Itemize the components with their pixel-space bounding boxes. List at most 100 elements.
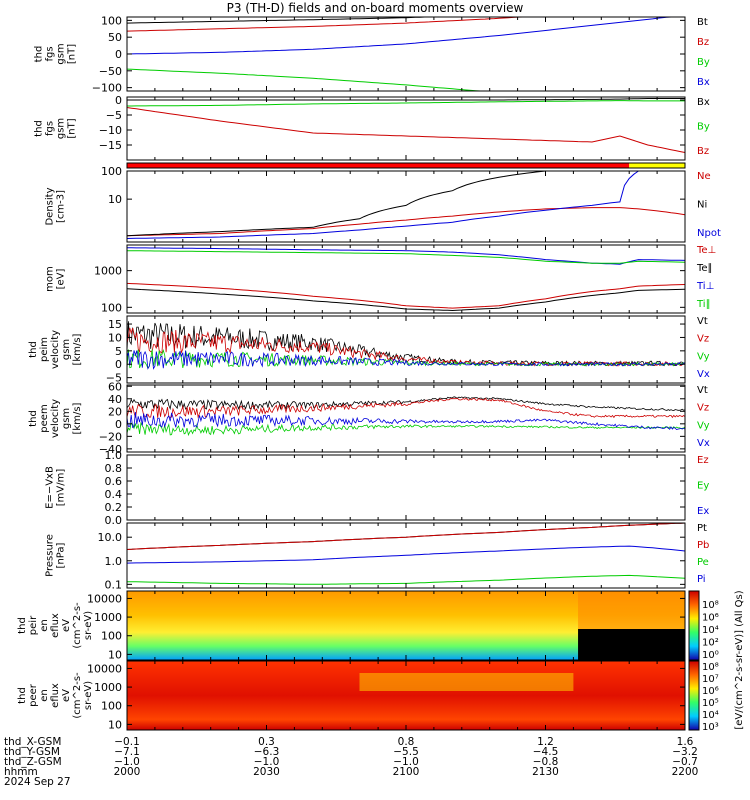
panel-4-frame	[126, 170, 686, 243]
panel-2-legend-Bx: Bx	[697, 97, 710, 108]
panel-8-ytick-label: 1.0	[105, 449, 123, 462]
panel-4-legend-Npot: Npot	[697, 228, 721, 239]
footer-value: −1.0	[254, 756, 280, 768]
panel-10-ylabel-line: en	[39, 619, 50, 632]
panel-4-legend-Ne: Ne	[697, 171, 711, 182]
footer-value: 1.2	[537, 736, 554, 748]
panel-6-series-Vt	[126, 321, 686, 367]
panel-7-ylabel-line: peem	[39, 404, 50, 432]
footer-value: −0.8	[533, 756, 559, 768]
panel-1-series-Bx	[126, 16, 685, 55]
panel-4-ylabel-line: [cm-3]	[56, 190, 67, 223]
panel-11-ylabel-line: sr-eV)	[83, 681, 94, 710]
panel-7-ytick-label: −40	[99, 443, 122, 456]
footer-value: −7.1	[114, 746, 140, 758]
panel-2-series-Bz	[126, 107, 686, 153]
panel-7-ytick-label: −20	[99, 430, 122, 443]
panel-7-legend-Vt: Vt	[697, 385, 708, 396]
panel-2-ytick-label: −15	[99, 139, 122, 152]
colorbar-upper-tick: 10⁶	[702, 613, 719, 624]
panel-4-series-Ne	[126, 207, 686, 237]
panel-8-legend-Ex: Ex	[697, 506, 709, 517]
panel-1-ylabel-line: fgs	[45, 46, 56, 61]
footer-date: 2024 Sep 27	[4, 776, 71, 788]
panel-11-ytick-label: 10000	[87, 662, 122, 675]
panel-7-series-Vy	[126, 421, 686, 437]
colorbar-upper-tick: 10⁸	[702, 600, 719, 611]
panel-2-frame	[126, 96, 686, 161]
panel-10-high-energy-band	[578, 591, 685, 629]
panel-7-series-Vx	[126, 412, 686, 431]
panel-8-frame	[126, 454, 686, 521]
panel-11-ylabel-line: peer	[28, 683, 39, 707]
panel-9-series-Pe	[127, 574, 686, 585]
panel-7-ylabel-line: gsm	[61, 408, 72, 429]
footer-row-label: thd_Y-GSM	[4, 746, 60, 758]
panel-11-ylabel-line: en	[39, 689, 50, 702]
panel-1-ytick-label: 50	[108, 31, 122, 44]
panel-5-legend-Ti⊥: Ti⊥	[696, 281, 714, 292]
panel-5-legend-Te∥: Te∥	[696, 263, 713, 274]
chart-title: P3 (TH-D) fields and on-board moments ov…	[226, 1, 524, 15]
panel-7-frame	[126, 384, 686, 453]
panel-9-series-Pb	[126, 522, 686, 550]
panel-7-legend-Vx: Vx	[697, 438, 710, 449]
footer-value: −5.5	[393, 746, 419, 758]
footer-row-label: thd_X-GSM	[4, 736, 61, 748]
footer-value: 2000	[114, 766, 141, 778]
panel-4-series-Npot	[126, 170, 685, 239]
panel-2-ylabel-line: [nT]	[67, 118, 78, 138]
panel-8-ytick-label: 0.4	[105, 488, 123, 501]
footer-value: −0.1	[114, 736, 140, 748]
panel-2-ytick-label: 0	[115, 94, 122, 107]
panel-2-ylabel-line: fgs	[45, 121, 56, 136]
panel-2-ytick-label: −5	[106, 109, 122, 122]
panel-9-legend-Pb: Pb	[697, 540, 709, 551]
panel-10-ytick-label: 10000	[87, 592, 122, 605]
panel-11-ylabel-line: eflux	[50, 683, 61, 708]
panel-1-ytick-label: −50	[99, 65, 122, 78]
panel-7-ylabel-line: velocity	[50, 399, 61, 438]
panel-5-ytick-label: 100	[101, 301, 122, 314]
footer-value: 2200	[672, 766, 699, 778]
panel-1-frame	[126, 16, 686, 92]
panel-10-ylabel-line: eflux	[50, 613, 61, 638]
panel-6-ylabel-line: thd	[28, 341, 39, 358]
panel-1-legend-Bz: Bz	[697, 37, 709, 48]
panel-11-ytick-label: 100	[101, 700, 122, 713]
panel-5-series-Ti⊥	[127, 247, 686, 265]
colorbar-lower-tick: 10³	[702, 722, 719, 733]
panel-5-series-Te⊥	[126, 282, 686, 309]
panel-8-legend-Ez: Ez	[697, 455, 709, 466]
panel-2-series-By	[127, 100, 685, 107]
panel-8-ylabel-line: [mV/m]	[56, 469, 67, 507]
panel-9-legend-Pi: Pi	[697, 574, 706, 585]
panel-11-ylabel-line: (cm^2-s-	[72, 672, 83, 719]
footer-value: −1.0	[114, 756, 140, 768]
panel-6-ytick-label: 10	[108, 331, 122, 344]
panel-9-legend-Pt: Pt	[697, 523, 707, 534]
panel-4-ylabel-line: Density	[45, 187, 56, 225]
panel-1-legend-Bt: Bt	[697, 17, 708, 28]
panel-1-ytick-label: 0	[115, 48, 122, 61]
panel-4-ytick-label: 100	[101, 165, 122, 178]
colorbar-1	[688, 590, 700, 661]
panel-6-legend-Vx: Vx	[697, 369, 710, 380]
panel-7-ytick-label: 60	[108, 380, 122, 393]
panel-11-ylabel-line: thd	[17, 687, 28, 704]
panel-11-ylabel-line: eV	[61, 689, 72, 702]
panel-6-legend-Vz: Vz	[697, 334, 709, 345]
panel-10-ylabel-line: thd	[17, 617, 28, 634]
panel-2-legend-Bz: Bz	[697, 146, 709, 157]
panel-6-ylabel-line: [km/s]	[72, 333, 83, 365]
panel-7-legend-Vy: Vy	[697, 420, 710, 431]
panel-1-ylabel-line: gsm	[56, 43, 67, 64]
panel-11-ytick-label: 10	[108, 718, 122, 731]
panel-6-series-Vx	[126, 350, 686, 370]
panel-9-ytick-label: 1.0	[105, 555, 123, 568]
panel-10-ylabel-line: eV	[61, 619, 72, 632]
panel-10-ytick-label: 100	[101, 630, 122, 643]
panel-3-frame	[126, 162, 686, 169]
panel-4-ytick-label: 10	[108, 193, 122, 206]
